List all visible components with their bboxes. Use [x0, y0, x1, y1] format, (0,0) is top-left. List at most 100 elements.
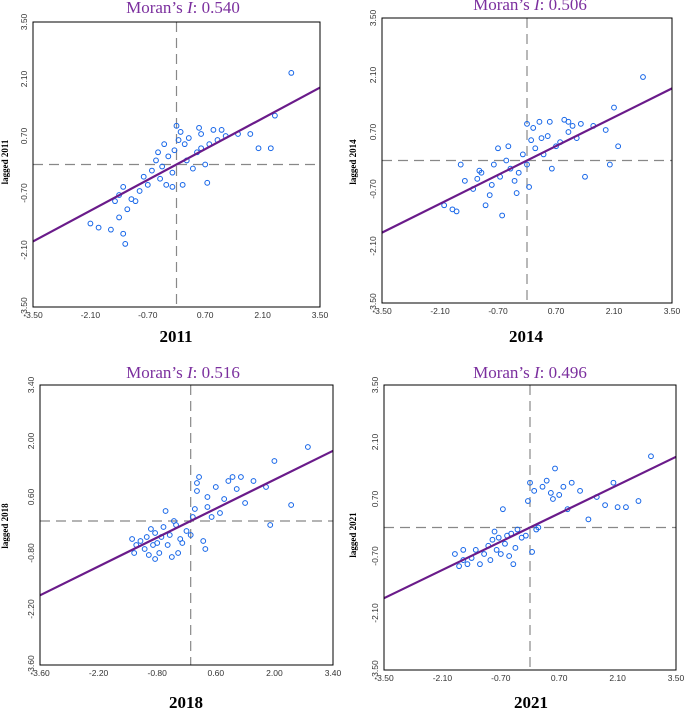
data-point — [536, 118, 543, 125]
x-tick-labels-2011: -3.50 -2.10 -0.70 0.70 2.10 3.50 — [23, 310, 328, 320]
x-tick-label: 2.10 — [609, 673, 626, 683]
data-point — [499, 212, 506, 219]
data-point — [108, 226, 114, 233]
data-point — [602, 502, 608, 509]
data-point — [539, 483, 546, 490]
data-point — [143, 534, 150, 540]
x-tick-label: -0.70 — [138, 310, 158, 320]
data-point — [474, 175, 481, 182]
x-tick-label: 2.10 — [254, 310, 271, 320]
data-point — [194, 488, 200, 494]
y-tick-label: -3.50 — [368, 293, 378, 313]
data-point — [546, 118, 553, 125]
data-point — [499, 506, 506, 513]
data-point — [461, 177, 468, 184]
data-point — [187, 532, 194, 538]
data-point — [183, 528, 190, 534]
x-tick-labels-2014: -3.50 -2.10 -0.70 0.70 2.10 3.50 — [372, 306, 680, 316]
moran-title-2011: Moran’s I: 0.540 — [126, 0, 240, 17]
x-tick-labels-2021: -3.50 -2.10 -0.70 0.70 2.10 3.50 — [374, 673, 684, 683]
data-point — [140, 173, 147, 180]
panel-2021: Moran’s I: 0.496 2021 lagged 2021 -3.50-… — [348, 363, 685, 712]
y-tick-label: 0.60 — [26, 488, 36, 505]
data-point — [225, 478, 232, 484]
data-point — [152, 530, 159, 536]
data-point — [132, 198, 139, 205]
y-tick-labels-2018: -3.60 -2.20 -0.80 0.60 2.00 3.40 — [26, 376, 36, 674]
y-tick-label: 3.50 — [19, 13, 29, 30]
y-tick-label: -0.70 — [368, 179, 378, 199]
x-tick-label: -3.50 — [23, 310, 43, 320]
data-point — [120, 230, 127, 237]
data-point — [490, 161, 497, 168]
data-point — [502, 540, 508, 547]
x-tick-label: -0.80 — [148, 668, 168, 678]
x-tick-label: -2.20 — [89, 668, 109, 678]
moran-title-2021: Moran’s I: 0.496 — [473, 363, 587, 382]
y-tick-label: -2.10 — [19, 240, 29, 260]
x-axis-label-2021: 2021 — [514, 693, 548, 712]
data-point — [497, 551, 504, 557]
data-point — [120, 183, 127, 190]
data-point — [552, 465, 558, 472]
data-point — [560, 483, 567, 490]
y-tick-label: -2.20 — [26, 599, 36, 619]
plot-frame-2021 — [383, 384, 677, 671]
data-point — [535, 524, 542, 531]
data-point — [196, 474, 202, 480]
data-point — [217, 510, 223, 516]
data-point — [250, 478, 257, 484]
data-point — [148, 526, 154, 532]
data-point — [482, 202, 489, 209]
y-tick-label: -3.50 — [370, 660, 380, 680]
data-point — [503, 157, 510, 164]
data-point — [529, 549, 535, 555]
data-point — [515, 169, 522, 176]
data-point — [157, 175, 164, 182]
plot-frame-2014 — [381, 17, 673, 304]
data-point — [556, 492, 563, 498]
data-point — [185, 135, 192, 141]
x-tick-label: 3.50 — [668, 673, 685, 683]
x-tick-labels-2018: -3.60 -2.20 -0.80 0.60 2.00 3.40 — [30, 668, 341, 678]
data-point — [242, 500, 249, 506]
data-point — [547, 489, 554, 496]
data-point — [527, 479, 533, 486]
data-point — [304, 444, 311, 450]
moran-title-2018: Moran’s I: 0.516 — [126, 363, 240, 382]
data-point — [582, 173, 588, 180]
regression-line-2014 — [381, 87, 673, 234]
y-tick-label: 3.40 — [26, 376, 36, 393]
data-point — [511, 177, 518, 184]
data-point — [238, 474, 244, 480]
data-point — [129, 536, 135, 542]
data-point — [505, 143, 512, 150]
x-tick-label: -3.50 — [372, 306, 392, 316]
data-point — [272, 112, 278, 119]
data-point — [452, 551, 458, 557]
y-tick-label: 0.70 — [370, 490, 380, 507]
data-point — [162, 508, 169, 514]
data-point — [565, 129, 572, 135]
data-point — [522, 532, 529, 539]
data-point — [615, 143, 622, 150]
y-tick-label: 2.10 — [19, 70, 29, 87]
x-tick-label: 2.00 — [266, 668, 283, 678]
y-tick-label: 0.70 — [368, 123, 378, 140]
data-point — [221, 496, 228, 502]
x-tick-label: 0.70 — [548, 306, 565, 316]
panel-2014: Moran’s I: 0.506 2014 lagged 2014 -3.50-… — [348, 0, 681, 346]
data-point — [95, 224, 102, 231]
y-tick-label: -2.10 — [368, 236, 378, 256]
y-tick-label: 3.50 — [368, 9, 378, 26]
panel-2011: Moran’s I: 0.540 2011 lagged 2011 -3.50-… — [0, 0, 329, 346]
data-point — [149, 167, 155, 174]
data-points-2014 — [441, 74, 646, 219]
data-point — [550, 496, 556, 502]
y-tick-label: 2.10 — [370, 433, 380, 450]
data-point — [202, 161, 209, 168]
data-point — [122, 240, 129, 247]
y-tick-label: 0.70 — [19, 127, 29, 144]
data-point — [154, 540, 161, 546]
data-point — [169, 183, 176, 190]
